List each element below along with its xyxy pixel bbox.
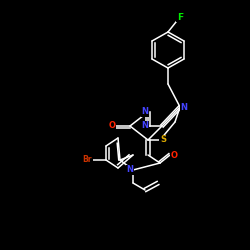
Text: N: N xyxy=(180,102,188,112)
Text: O: O xyxy=(108,122,116,130)
Text: N: N xyxy=(142,122,148,130)
Text: F: F xyxy=(177,12,183,22)
Text: N: N xyxy=(142,108,148,116)
Text: S: S xyxy=(160,136,166,144)
Text: O: O xyxy=(170,150,177,160)
Text: Br: Br xyxy=(82,156,92,164)
Text: N: N xyxy=(126,166,134,174)
